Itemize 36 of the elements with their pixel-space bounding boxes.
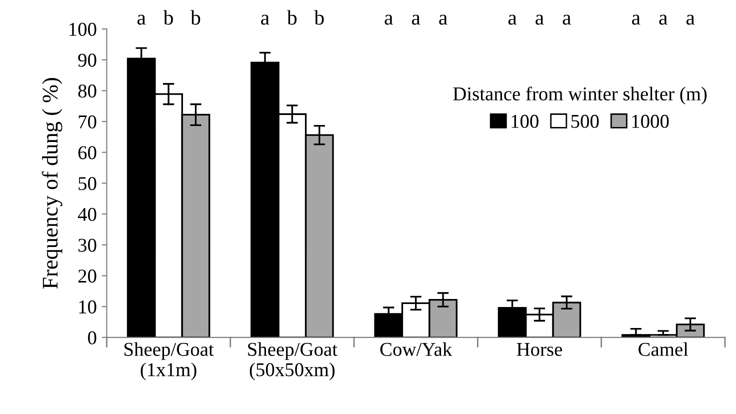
text: a <box>659 14 668 25</box>
x-tick-label: Cow/Yak <box>380 342 452 356</box>
y-tick-label: 70 <box>78 115 96 128</box>
legend-title: Distance from winter shelter (m) <box>453 86 707 104</box>
legend-label: 100 <box>512 114 538 128</box>
text: a <box>412 14 420 25</box>
x-tick-label: Camel <box>638 342 688 356</box>
y-tick-label: 20 <box>78 270 96 283</box>
text: b <box>163 10 173 25</box>
text: a <box>536 14 544 25</box>
y-tick-label: 30 <box>78 238 96 252</box>
text: a <box>562 14 572 25</box>
y-tick-label: 10 <box>79 300 96 314</box>
y-tick-label: 50 <box>78 177 96 190</box>
x-tick-label: Sheep/Goat (1x1m) <box>124 342 214 380</box>
y-tick-label: 40 <box>78 208 96 221</box>
text: a <box>261 14 270 25</box>
y-axis-title: Frequency of dung ( %) <box>42 78 62 289</box>
y-tick-label: 0 <box>88 331 96 344</box>
x-tick-label: Horse <box>516 343 562 356</box>
text: b <box>286 10 297 25</box>
text: b <box>314 10 324 25</box>
text: a <box>137 14 146 25</box>
y-tick-label: 90 <box>78 54 96 67</box>
text: b <box>190 10 200 25</box>
text: a <box>439 14 448 25</box>
legend-label: 500 <box>571 114 599 128</box>
text: a <box>686 14 695 25</box>
y-tick-label: 100 <box>70 22 96 36</box>
text: a <box>632 14 640 25</box>
legend-label: 1000 <box>632 114 669 128</box>
y-tick-label: 80 <box>78 84 96 98</box>
text: a <box>384 14 393 25</box>
y-tick-label: 60 <box>78 146 96 160</box>
text: a <box>508 14 517 25</box>
x-tick-label: Sheep/Goat (50x50xm) <box>248 342 338 380</box>
